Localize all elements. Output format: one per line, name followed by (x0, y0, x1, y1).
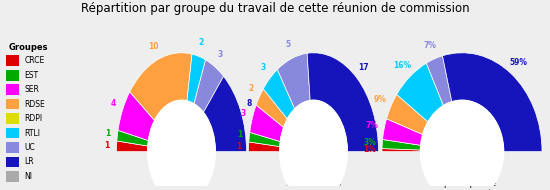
Text: 2: 2 (199, 38, 204, 47)
Text: EST: EST (24, 71, 38, 80)
Wedge shape (263, 70, 295, 119)
Wedge shape (307, 53, 378, 152)
Text: 1%: 1% (364, 145, 376, 154)
Text: 5: 5 (286, 40, 291, 49)
Wedge shape (382, 139, 421, 150)
FancyBboxPatch shape (6, 128, 19, 138)
Wedge shape (443, 53, 542, 152)
Text: 9%: 9% (374, 95, 387, 104)
Wedge shape (187, 54, 206, 104)
Wedge shape (397, 63, 443, 122)
Text: 3%: 3% (364, 138, 377, 147)
Circle shape (280, 100, 347, 190)
Wedge shape (256, 89, 287, 127)
Text: 8: 8 (246, 99, 252, 108)
Wedge shape (250, 105, 284, 142)
Text: RDSE: RDSE (24, 100, 45, 109)
Text: 3: 3 (261, 63, 266, 72)
Text: 7%: 7% (366, 121, 379, 130)
Wedge shape (194, 60, 224, 112)
Text: UC: UC (24, 143, 35, 152)
Text: 7%: 7% (424, 40, 437, 50)
FancyBboxPatch shape (6, 113, 19, 124)
Wedge shape (130, 53, 192, 120)
FancyBboxPatch shape (6, 70, 19, 81)
Text: 17: 17 (359, 63, 369, 72)
Text: Interventions: Interventions (285, 179, 342, 188)
FancyBboxPatch shape (6, 171, 19, 182)
Text: LR: LR (24, 157, 34, 166)
Text: Temps de parole
(mots prononcés): Temps de parole (mots prononcés) (425, 179, 499, 190)
Wedge shape (204, 76, 246, 152)
FancyBboxPatch shape (6, 99, 19, 109)
Circle shape (148, 100, 215, 190)
Text: 1: 1 (236, 142, 241, 150)
Text: NI: NI (24, 172, 32, 181)
Wedge shape (118, 92, 155, 141)
Text: 16%: 16% (393, 61, 411, 70)
Circle shape (420, 100, 504, 190)
Text: 1: 1 (105, 129, 111, 138)
Text: Répartition par groupe du travail de cette réunion de commission: Répartition par groupe du travail de cet… (81, 2, 469, 15)
Text: 3: 3 (217, 50, 223, 59)
FancyBboxPatch shape (6, 55, 19, 66)
Wedge shape (382, 149, 420, 152)
Text: 4: 4 (111, 99, 116, 108)
Wedge shape (117, 141, 148, 152)
FancyBboxPatch shape (6, 84, 19, 95)
Wedge shape (249, 132, 280, 146)
Text: 1: 1 (237, 131, 242, 139)
FancyBboxPatch shape (6, 157, 19, 167)
Wedge shape (117, 130, 148, 146)
Text: Groupes: Groupes (9, 43, 48, 51)
Wedge shape (426, 56, 452, 106)
FancyBboxPatch shape (6, 142, 19, 153)
Text: 2: 2 (249, 84, 254, 93)
Text: RTLI: RTLI (24, 128, 40, 138)
Text: 59%: 59% (509, 58, 527, 66)
Text: CRCE: CRCE (24, 56, 45, 65)
Wedge shape (277, 53, 310, 109)
Text: 1: 1 (104, 141, 109, 150)
Text: 3: 3 (240, 109, 246, 118)
Text: Présents: Présents (163, 179, 200, 188)
Wedge shape (387, 95, 428, 135)
Wedge shape (249, 142, 280, 152)
Wedge shape (383, 119, 423, 145)
Text: RDPI: RDPI (24, 114, 42, 123)
Text: 10: 10 (148, 42, 159, 51)
Text: SER: SER (24, 85, 39, 94)
